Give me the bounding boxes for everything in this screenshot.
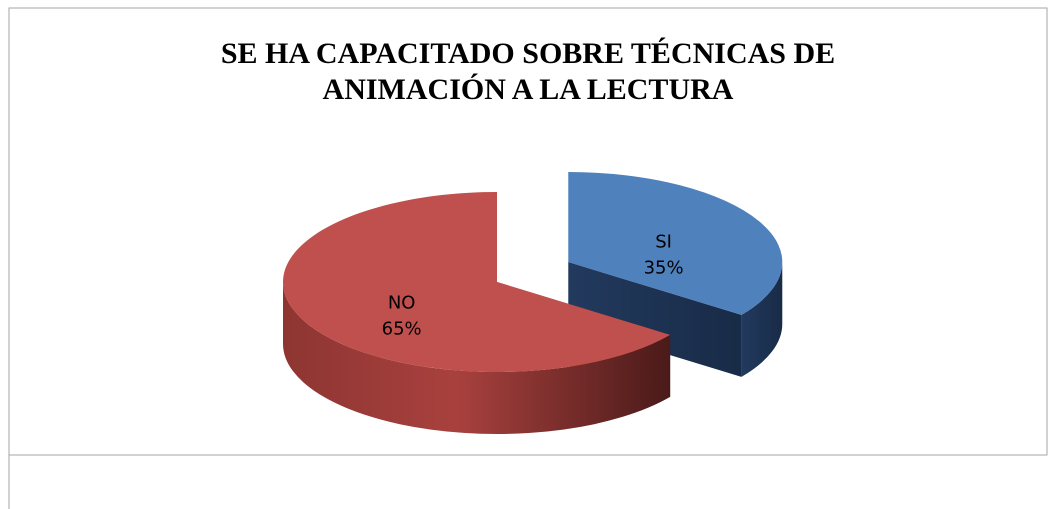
slice [568, 172, 783, 315]
data-label-category: SI [655, 232, 672, 253]
slice-side [283, 282, 671, 434]
data-label-value: 35% [644, 258, 684, 279]
slice-wall [568, 262, 742, 377]
chart-border [8, 7, 1048, 509]
chart-title: SE HA CAPACITADO SOBRE TÉCNICAS DE ANIMA… [220, 37, 836, 106]
data-label-value: 65% [382, 318, 422, 339]
slice [282, 192, 671, 373]
data-label-category: NO [388, 292, 416, 313]
slice-side [741, 262, 783, 377]
